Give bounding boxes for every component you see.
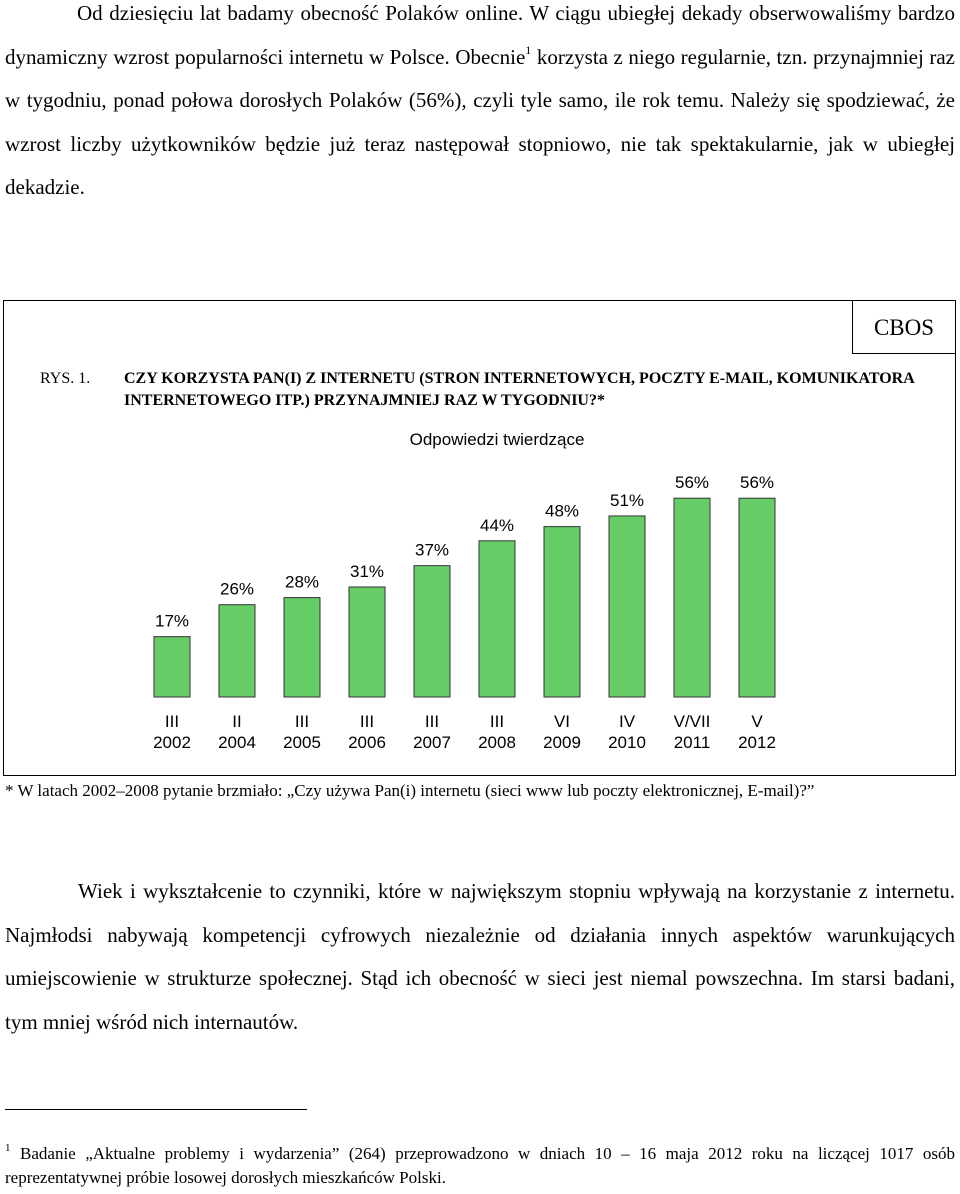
data-label-2012: 56% xyxy=(740,473,774,492)
body-text: Wiek i wykształcenie to czynniki, które … xyxy=(5,879,955,1034)
footnote-marker: 1 xyxy=(5,1142,11,1154)
survey-question: CZY KORZYSTA PAN(I) Z INTERNETU (STRON I… xyxy=(124,370,914,409)
bar-2010 xyxy=(608,515,646,698)
tick-label-month-2007: III xyxy=(425,712,439,731)
intro-text-start: Od dziesięciu lat badamy obecność Polakó… xyxy=(5,1,955,69)
data-label-2006: 31% xyxy=(350,562,384,581)
tick-label-year-2006: 2006 xyxy=(348,733,386,752)
bar-2002 xyxy=(153,636,191,698)
bar-chart: Odpowiedzi twierdzące 17% III 2002 26% II 200… xyxy=(153,430,776,752)
footnote-reference[interactable]: 1 xyxy=(525,42,532,57)
tick-label-month-2002: III xyxy=(165,712,179,731)
tick-label-year-2010: 2010 xyxy=(608,733,646,752)
tick-label-year-2009: 2009 xyxy=(543,733,581,752)
bar-2004 xyxy=(218,604,256,698)
footnote-text: Badanie „Aktualne problemy i wydarzenia”… xyxy=(5,1144,955,1187)
tick-label-year-2008: 2008 xyxy=(478,733,516,752)
tick-label-month-2005: III xyxy=(295,712,309,731)
intro-text-end: korzysta z niego regularnie, tzn. przyna… xyxy=(5,44,955,200)
bar-2006 xyxy=(348,586,386,698)
data-label-2007: 37% xyxy=(415,541,449,560)
data-label-2008: 44% xyxy=(480,516,514,535)
tick-label-month-2004: II xyxy=(232,712,241,731)
chart-title: Odpowiedzi twierdzące xyxy=(410,430,585,449)
tick-label-year-2005: 2005 xyxy=(283,733,321,752)
bar-2007 xyxy=(413,565,451,698)
tick-label-year-2002: 2002 xyxy=(153,733,191,752)
tick-label-year-2007: 2007 xyxy=(413,733,451,752)
data-label-2004: 26% xyxy=(220,580,254,599)
footnote-separator xyxy=(5,1109,307,1110)
tick-label-month-2008: III xyxy=(490,712,504,731)
bar-2012 xyxy=(738,497,776,698)
data-label-2005: 28% xyxy=(285,573,319,592)
tick-label-month-2010: IV xyxy=(619,712,636,731)
figure-number: RYS. 1. xyxy=(40,370,91,387)
tick-label-month-2012: V xyxy=(751,712,763,731)
tick-label-year-2011: 2011 xyxy=(674,733,711,752)
question-note: * W latach 2002–2008 pytanie brzmiało: „… xyxy=(5,781,815,800)
source-label: CBOS xyxy=(852,300,956,354)
body-paragraph: Wiek i wykształcenie to czynniki, które … xyxy=(5,870,955,1044)
data-label-2011: 56% xyxy=(675,473,709,492)
figure-box: CBOS RYS. 1. CZY KORZYSTA PAN(I) Z INTER… xyxy=(3,300,956,776)
tick-label-month-2011: V/VII xyxy=(674,712,711,731)
bar-2005 xyxy=(283,597,321,698)
footnote-1: 1 Badanie „Aktualne problemy i wydarzeni… xyxy=(5,1142,955,1190)
tick-label-year-2004: 2004 xyxy=(218,733,256,752)
tick-label-month-2009: VI xyxy=(554,712,570,731)
data-label-2009: 48% xyxy=(545,502,579,521)
bar-2008 xyxy=(478,540,516,698)
bar-2009 xyxy=(543,526,581,698)
intro-paragraph: Od dziesięciu lat badamy obecność Polakó… xyxy=(5,0,955,210)
data-label-2010: 51% xyxy=(610,491,644,510)
tick-label-month-2006: III xyxy=(360,712,374,731)
data-label-2002: 17% xyxy=(155,612,189,631)
bar-2011 xyxy=(673,497,711,698)
tick-label-year-2012: 2012 xyxy=(738,733,776,752)
